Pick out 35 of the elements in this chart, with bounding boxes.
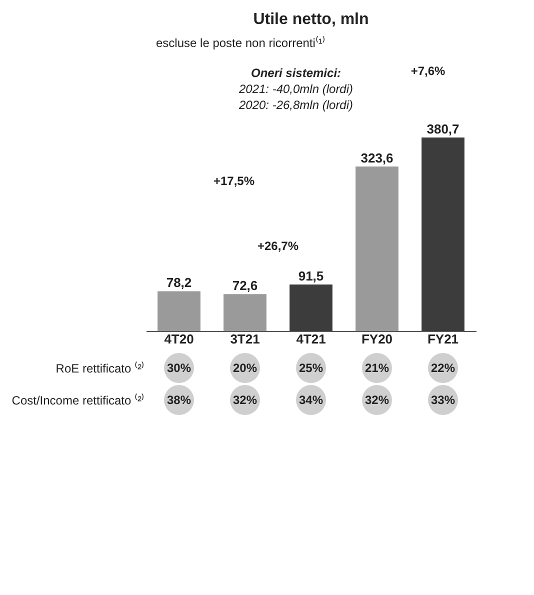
x-tick-label: 3T21 xyxy=(230,332,260,346)
bar xyxy=(158,291,200,331)
bar xyxy=(224,294,266,331)
text: 32% xyxy=(232,393,258,407)
text: 2021: -40,0mln (lordi) xyxy=(238,82,354,96)
text: escluse le poste non ricorrenti⁽¹⁾ xyxy=(156,36,326,50)
text: 32% xyxy=(364,393,390,407)
bar xyxy=(290,284,332,331)
text: 38% xyxy=(166,393,192,407)
data-label: 323,6 xyxy=(360,150,394,166)
data-label: 72,6 xyxy=(232,278,258,294)
data-label: 78,2 xyxy=(166,275,192,290)
bar xyxy=(422,137,464,331)
category-label: Cost/Income rettificato ⁽²⁾ xyxy=(12,394,144,408)
text: 25% xyxy=(298,361,324,375)
x-tick-label: 4T20 xyxy=(164,332,194,346)
x-tick-label: FY21 xyxy=(427,332,459,346)
bar xyxy=(356,166,398,331)
text: Oneri sistemici: xyxy=(250,66,342,80)
x-tick-label: FY20 xyxy=(361,332,393,346)
annotation: +17,5% xyxy=(213,174,255,188)
text: 2020: -26,8mln (lordi) xyxy=(238,98,354,112)
text: 20% xyxy=(232,361,258,375)
text: +7,6% xyxy=(410,64,446,78)
annotation: +26,7% xyxy=(257,239,299,253)
text: 21% xyxy=(364,361,390,375)
chart-title: Utile netto, mln xyxy=(253,11,369,28)
text: 30% xyxy=(166,361,192,375)
category-label: RoE rettificato ⁽²⁾ xyxy=(56,362,144,376)
text: 34% xyxy=(298,393,324,407)
text: 22% xyxy=(430,361,456,375)
x-tick-label: 4T21 xyxy=(296,332,326,346)
data-label: 91,5 xyxy=(298,268,324,284)
data-label: 380,7 xyxy=(426,121,460,136)
text: 33% xyxy=(430,393,456,407)
